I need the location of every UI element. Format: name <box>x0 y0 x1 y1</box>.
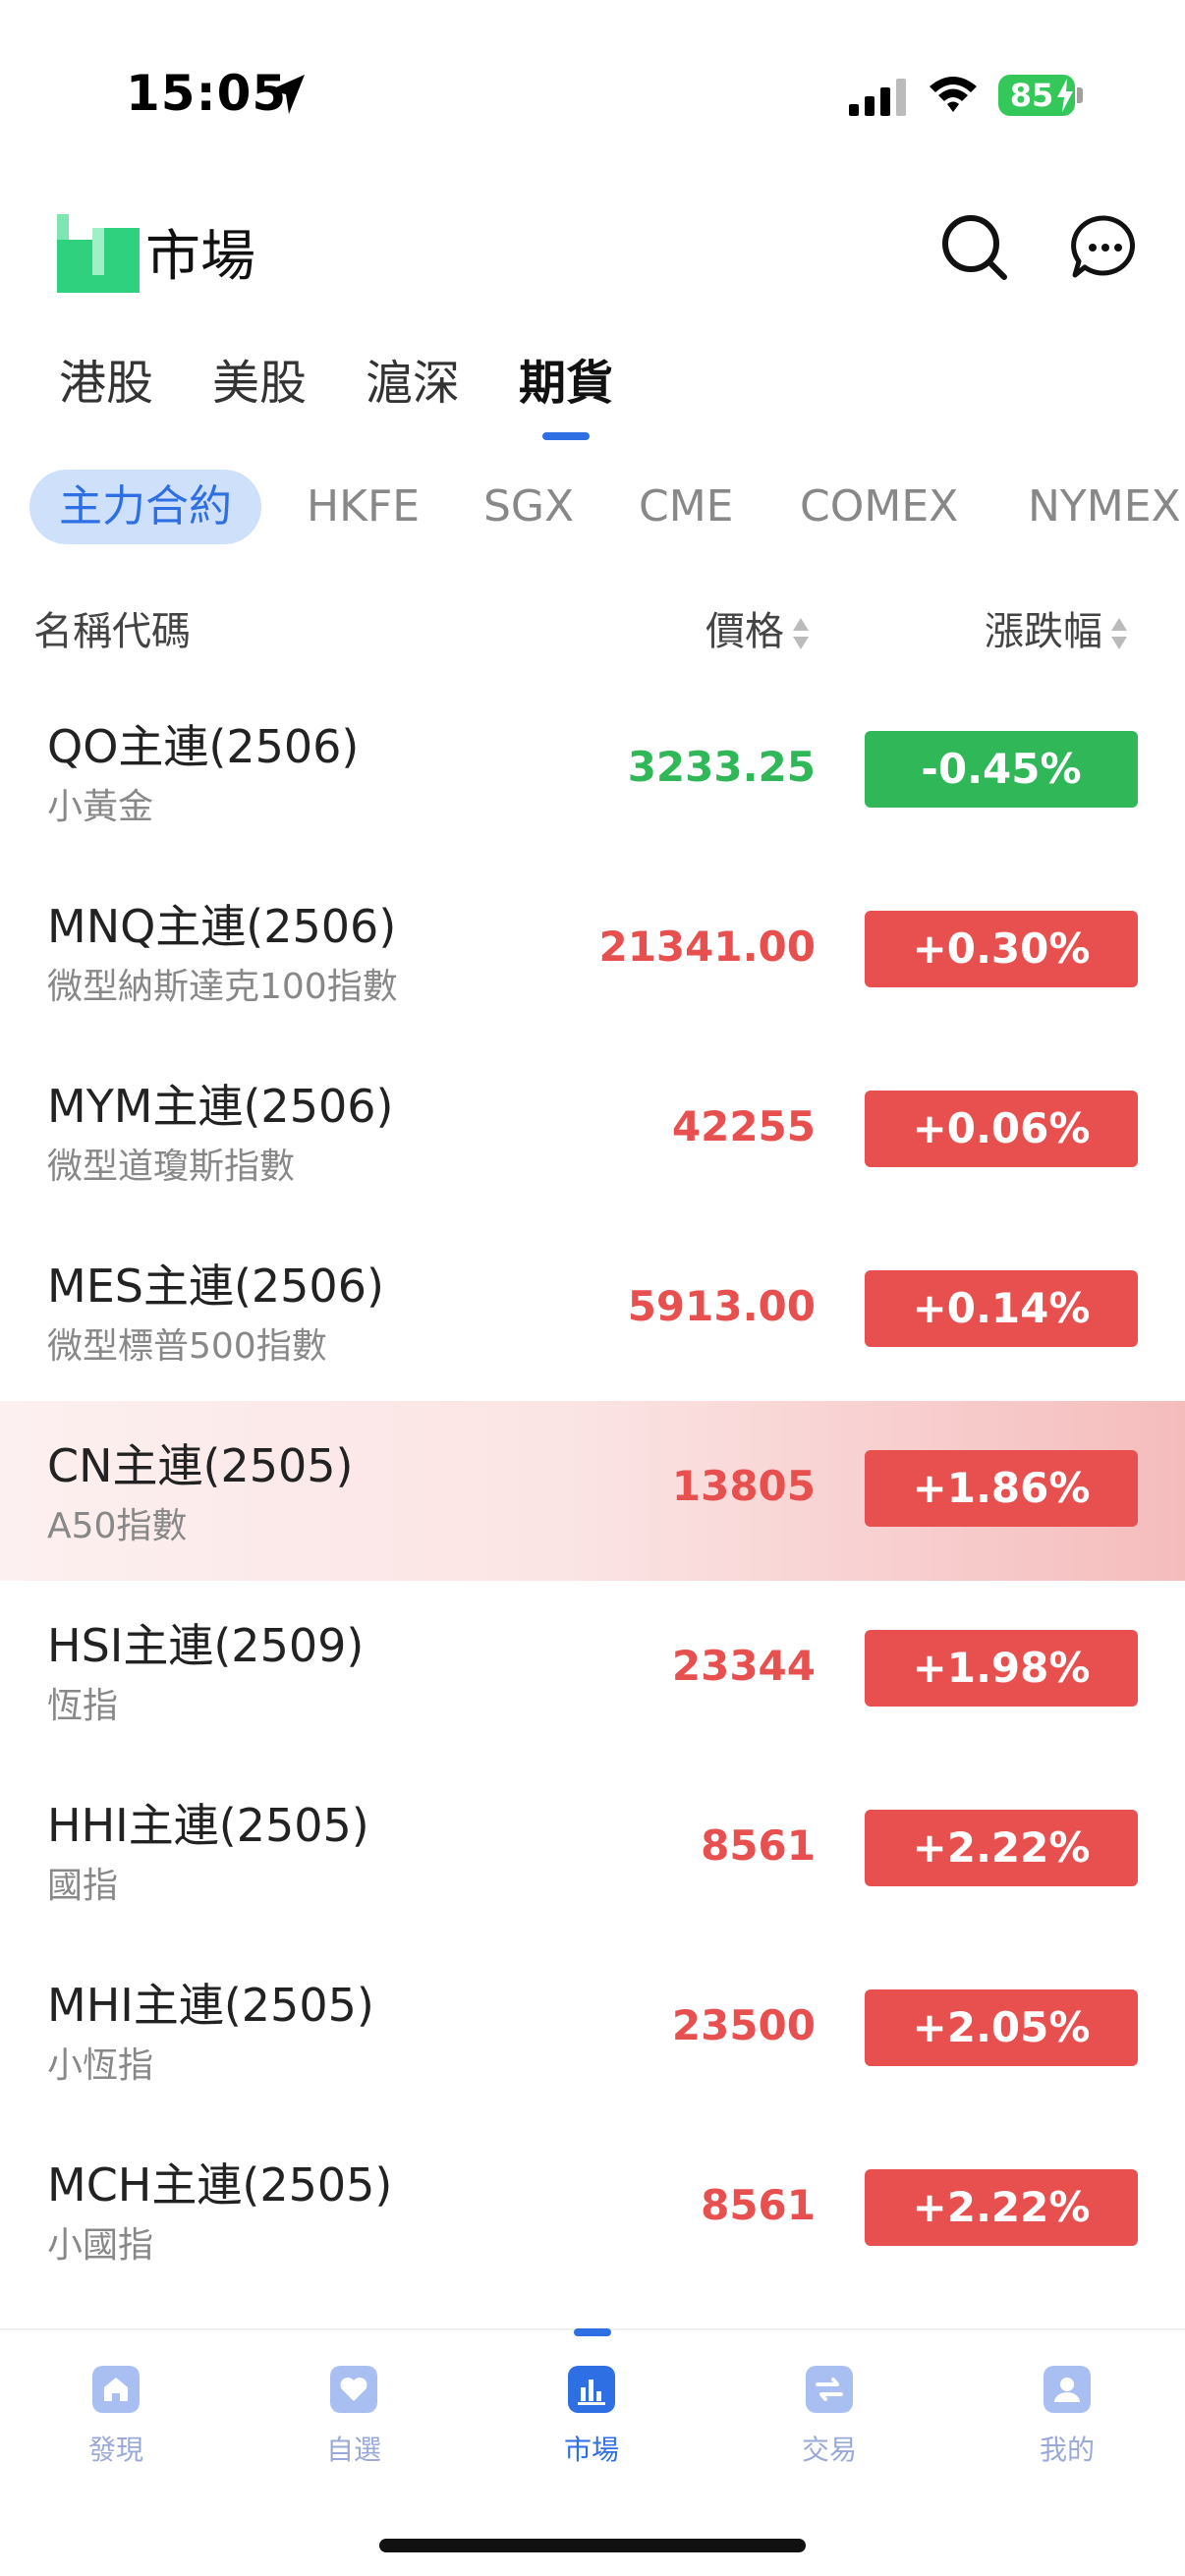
nav-watchlist[interactable]: 自選 <box>285 2366 423 2468</box>
tab-hk-stocks[interactable]: 港股 <box>59 356 154 411</box>
chart-icon <box>568 2366 615 2413</box>
list-item[interactable]: MHI主連(2505) 小恆指 23500 +2.05% <box>0 1940 1185 2120</box>
nav-market[interactable]: 市場 <box>523 2366 660 2468</box>
contract-description: 小黃金 <box>47 787 154 827</box>
change-badge[interactable]: +1.86% <box>865 1450 1138 1527</box>
contract-price: 8561 <box>701 1821 816 1870</box>
change-badge[interactable]: +2.05% <box>865 1989 1138 2066</box>
market-tabs: 港股 美股 滬深 期貨 <box>0 344 1185 452</box>
contract-price: 13805 <box>671 1462 816 1510</box>
nav-label: 自選 <box>325 2434 381 2466</box>
wifi-icon <box>930 77 977 112</box>
nav-label: 我的 <box>1039 2434 1095 2466</box>
list-item[interactable]: HSI主連(2509) 恆指 23344 +1.98% <box>0 1581 1185 1761</box>
active-nav-indicator <box>574 2328 611 2336</box>
swap-icon <box>806 2366 853 2413</box>
change-badge[interactable]: +2.22% <box>865 2169 1138 2246</box>
change-badge[interactable]: +1.98% <box>865 1630 1138 1707</box>
contract-description: 微型道瓊斯指數 <box>47 1147 296 1187</box>
change-badge[interactable]: +2.22% <box>865 1810 1138 1886</box>
active-tab-indicator <box>542 432 590 440</box>
contract-name: QO主連(2506) <box>47 720 360 773</box>
change-badge[interactable]: +0.06% <box>865 1091 1138 1167</box>
contract-description: 國指 <box>47 1866 119 1906</box>
home-indicator <box>379 2539 806 2552</box>
contract-description: 小恆指 <box>47 2045 154 2086</box>
status-bar: 15:05 85 <box>0 0 1185 187</box>
list-item[interactable]: MES主連(2506) 微型標普500指數 5913.00 +0.14% <box>0 1221 1185 1401</box>
sort-icon <box>793 618 809 649</box>
change-badge[interactable]: +0.14% <box>865 1270 1138 1347</box>
cellular-signal-icon <box>849 79 906 116</box>
contract-description: A50指數 <box>47 1506 188 1546</box>
profile-icon <box>1044 2366 1091 2413</box>
heart-icon <box>330 2366 377 2413</box>
contract-name: MCH主連(2505) <box>47 2158 393 2212</box>
contract-price: 23500 <box>671 2001 816 2049</box>
list-item[interactable]: CN主連(2505) A50指數 13805 +1.86% <box>0 1401 1185 1581</box>
location-arrow-icon <box>269 75 305 114</box>
charging-bolt-icon <box>1057 79 1073 112</box>
nav-discover[interactable]: 發現 <box>47 2366 185 2468</box>
message-icon[interactable] <box>1071 214 1138 279</box>
contract-price: 3233.25 <box>627 743 816 791</box>
contract-name: HHI主連(2505) <box>47 1799 369 1852</box>
column-header-price[interactable]: 價格 <box>705 599 810 656</box>
list-item[interactable]: MNQ主連(2506) 微型納斯達克100指數 21341.00 +0.30% <box>0 862 1185 1041</box>
nav-label: 市場 <box>563 2434 619 2466</box>
bottom-navigation: 發現 自選 市場 交易 我的 <box>0 2328 1185 2576</box>
list-item[interactable]: QO主連(2506) 小黃金 3233.25 -0.45% <box>0 682 1185 862</box>
tab-sh-sz-stocks[interactable]: 滬深 <box>366 356 461 411</box>
contract-description: 微型納斯達克100指數 <box>47 967 398 1007</box>
nav-label: 交易 <box>801 2434 857 2466</box>
column-header-change[interactable]: 漲跌幅 <box>985 599 1128 656</box>
list-item[interactable]: HHI主連(2505) 國指 8561 +2.22% <box>0 1761 1185 1940</box>
contract-description: 微型標普500指數 <box>47 1326 327 1367</box>
contract-name: CN主連(2505) <box>47 1439 354 1492</box>
subtab-comex[interactable]: COMEX <box>800 481 959 532</box>
change-badge[interactable]: +0.30% <box>865 911 1138 987</box>
subtab-cme[interactable]: CME <box>639 481 734 532</box>
list-item[interactable]: MYM主連(2506) 微型道瓊斯指數 42255 +0.06% <box>0 1041 1185 1221</box>
status-time: 15:05 <box>126 65 288 122</box>
column-header-price-label: 價格 <box>705 609 784 654</box>
sort-icon <box>1111 618 1127 649</box>
nav-profile[interactable]: 我的 <box>998 2366 1136 2468</box>
contract-name: MYM主連(2506) <box>47 1080 394 1133</box>
contract-description: 小國指 <box>47 2225 154 2266</box>
contract-price: 23344 <box>671 1642 816 1690</box>
subtab-hkfe[interactable]: HKFE <box>307 481 421 532</box>
column-header-name: 名稱代碼 <box>33 609 191 654</box>
home-icon <box>92 2366 140 2413</box>
tab-futures[interactable]: 期貨 <box>519 356 614 411</box>
column-header-change-label: 漲跌幅 <box>985 609 1102 654</box>
battery-indicator: 85 <box>998 75 1083 116</box>
contract-price: 42255 <box>671 1102 816 1150</box>
page-title: 市場 <box>145 225 255 289</box>
subtab-nymex[interactable]: NYMEX <box>1028 481 1181 532</box>
contract-name: MES主連(2506) <box>47 1260 384 1313</box>
futures-list: QO主連(2506) 小黃金 3233.25 -0.45% MNQ主連(2506… <box>0 682 1185 2300</box>
list-item[interactable]: MCH主連(2505) 小國指 8561 +2.22% <box>0 2120 1185 2300</box>
nav-trade[interactable]: 交易 <box>761 2366 898 2468</box>
contract-price: 8561 <box>701 2181 816 2229</box>
contract-description: 恆指 <box>47 1686 119 1726</box>
tab-us-stocks[interactable]: 美股 <box>212 356 308 411</box>
contract-name: MHI主連(2505) <box>47 1979 374 2032</box>
subtab-sgx[interactable]: SGX <box>483 481 575 532</box>
battery-level: 85 <box>1009 77 1054 114</box>
subtab-main-contracts[interactable]: 主力合約 <box>29 470 261 544</box>
nav-label: 發現 <box>87 2434 143 2466</box>
contract-name: HSI主連(2509) <box>47 1619 365 1672</box>
change-badge[interactable]: -0.45% <box>865 731 1138 808</box>
search-icon[interactable] <box>939 212 1008 281</box>
contract-name: MNQ主連(2506) <box>47 900 397 953</box>
contract-price: 5913.00 <box>627 1282 816 1330</box>
app-logo-icon <box>57 214 140 293</box>
contract-price: 21341.00 <box>598 923 816 971</box>
futures-sub-tabs: 主力合約 HKFE SGX CME COMEX NYMEX <box>0 470 1185 544</box>
